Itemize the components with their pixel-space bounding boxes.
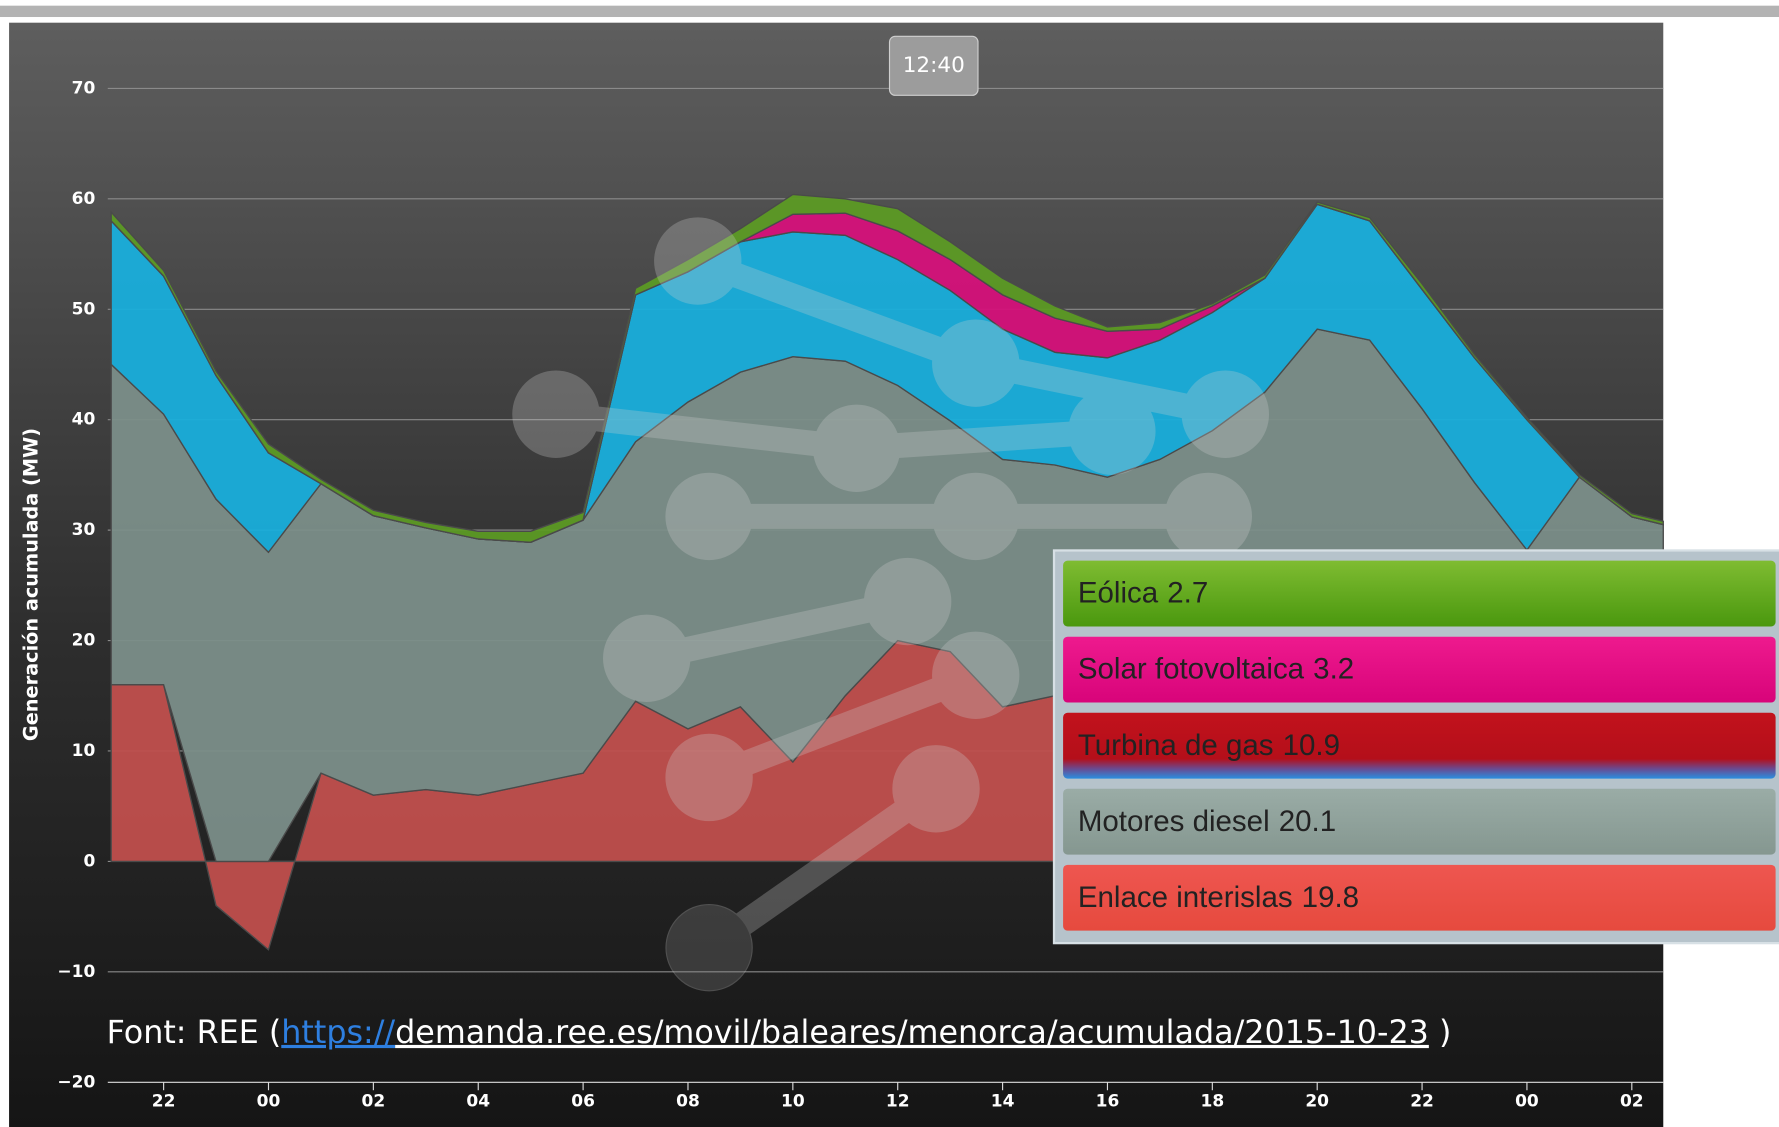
x-tick-label: 14 xyxy=(991,1092,1015,1112)
y-axis-title: Generación acumulada (MW) xyxy=(19,428,42,741)
y-tick-label: 40 xyxy=(72,410,96,430)
legend-name: Solar fotovoltaica xyxy=(1078,653,1305,686)
x-tick-label: 10 xyxy=(781,1092,805,1112)
y-tick-label: −10 xyxy=(57,962,95,982)
legend-text: Solar fotovoltaica 3.2 xyxy=(1078,653,1354,686)
legend-text: Eólica 2.7 xyxy=(1078,577,1208,610)
y-tick-label: 60 xyxy=(72,189,96,209)
legend-value: 19.8 xyxy=(1302,881,1359,914)
legend-value: 20.1 xyxy=(1279,805,1336,838)
time-tooltip-label: 12:40 xyxy=(903,53,965,78)
value-tooltip: Enlace interislas 19.8 Motores diesel 20.1 T… xyxy=(1052,549,1779,945)
source-link-scheme[interactable]: https:// xyxy=(281,1015,395,1051)
x-tick-label: 00 xyxy=(257,1092,281,1112)
legend-value: 2.7 xyxy=(1167,577,1208,610)
x-tick-label: 16 xyxy=(1096,1092,1120,1112)
area xyxy=(110,193,1664,543)
time-tooltip-box xyxy=(888,35,979,96)
y-tick-label: 70 xyxy=(72,78,96,98)
x-tick-label: 04 xyxy=(466,1092,490,1112)
legend-name: Motores diesel xyxy=(1078,805,1270,838)
x-tick-label: 06 xyxy=(571,1092,595,1112)
x-tick-label: 12 xyxy=(886,1092,910,1112)
source-note: Font: REE (https://demanda.ree.es/movil/… xyxy=(107,1015,1452,1051)
x-tick-label: 22 xyxy=(1410,1092,1434,1112)
legend-value: 10.9 xyxy=(1283,729,1340,762)
y-tick-label: 10 xyxy=(72,741,96,761)
legend-entry xyxy=(1063,788,1776,855)
axes: −20 −10 0 10 20 30 40 50 60 70 22 00 02 04 06 08 10 12 14 1… xyxy=(57,78,1643,1111)
legend-entry xyxy=(1063,712,1776,779)
x-tick-label: 08 xyxy=(676,1092,700,1112)
x-tick-label: 18 xyxy=(1200,1092,1224,1112)
y-tick-label: −20 xyxy=(57,1072,95,1092)
y-tick-label: 50 xyxy=(72,299,96,319)
watermark-logo xyxy=(512,217,1270,992)
legend-text: Motores diesel 20.1 xyxy=(1078,805,1336,838)
legend-entry xyxy=(1063,864,1776,931)
x-tick-label: 22 xyxy=(152,1092,176,1112)
y-tick-label: 0 xyxy=(83,851,95,871)
source-suffix: ) xyxy=(1429,1015,1451,1051)
legend-name: Turbina de gas xyxy=(1078,729,1274,762)
time-tooltip: 12:40 xyxy=(888,35,979,96)
legend-entry xyxy=(1063,636,1776,703)
legend-name: Enlace interislas xyxy=(1078,881,1293,914)
y-tick-label: 30 xyxy=(72,520,96,540)
x-tick-label: 00 xyxy=(1515,1092,1539,1112)
x-tick-label: 02 xyxy=(362,1092,386,1112)
x-tick-label: 02 xyxy=(1620,1092,1644,1112)
legend-text: Turbina de gas 10.9 xyxy=(1078,729,1340,762)
legend-text: Enlace interislas 19.8 xyxy=(1078,881,1359,914)
legend-entry xyxy=(1063,560,1776,627)
source-prefix: Font: REE ( xyxy=(107,1015,282,1051)
y-tick-label: 20 xyxy=(72,631,96,651)
source-link[interactable]: demanda.ree.es/movil/baleares/menorca/ac… xyxy=(395,1015,1429,1051)
top-bar xyxy=(0,5,1779,18)
legend-name: Eólica xyxy=(1078,577,1159,610)
x-tick-label: 20 xyxy=(1305,1092,1329,1112)
legend-value: 3.2 xyxy=(1313,653,1354,686)
